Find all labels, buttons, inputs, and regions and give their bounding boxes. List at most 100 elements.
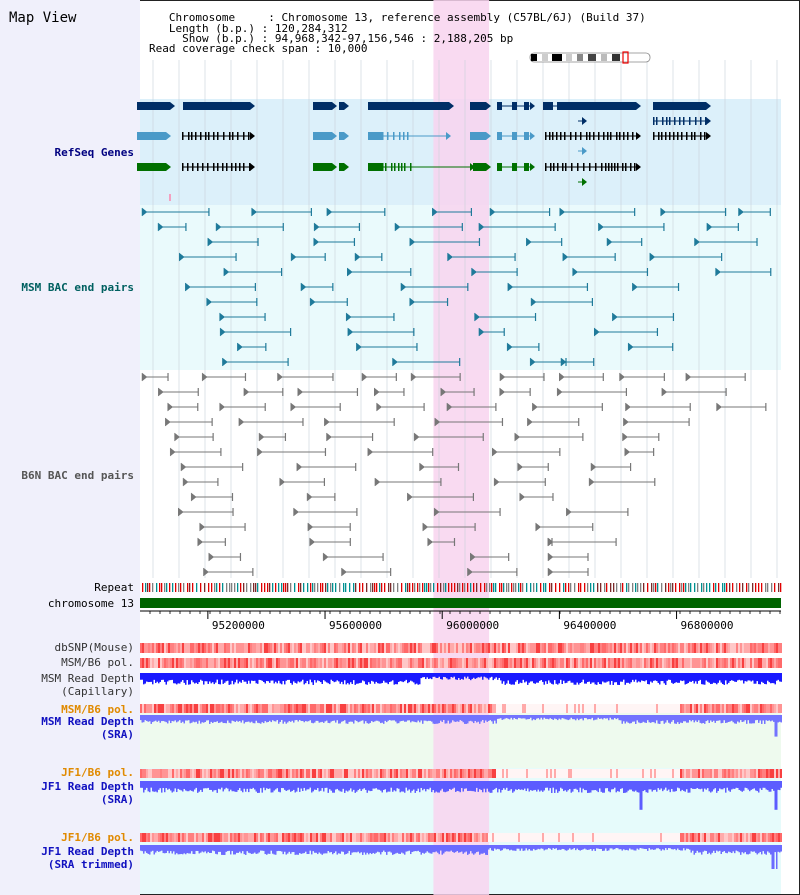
heat-cell xyxy=(264,769,266,778)
msm-bac-pair xyxy=(660,207,727,217)
heat-cell xyxy=(474,769,476,778)
heat-cell xyxy=(188,643,190,653)
depth-bar xyxy=(366,715,368,724)
heat-cell xyxy=(736,643,738,653)
heat-cell xyxy=(520,643,522,653)
heat-cell xyxy=(506,769,508,778)
heat-cell xyxy=(670,658,672,668)
repeat-element xyxy=(237,583,239,592)
label-line-2: (Capillary) xyxy=(61,685,134,698)
refseq-gene xyxy=(137,163,171,171)
depth-bar xyxy=(722,845,724,852)
end-left xyxy=(309,537,316,547)
end-left xyxy=(367,447,374,457)
heat-cell xyxy=(600,643,602,653)
depth-bar xyxy=(303,845,305,854)
exon xyxy=(192,163,194,171)
heat-cell xyxy=(240,658,242,668)
depth-bar xyxy=(225,781,227,788)
repeat-element xyxy=(755,583,757,592)
depth-bar xyxy=(417,673,419,685)
depth-bar xyxy=(213,715,215,722)
repeat-element xyxy=(765,583,767,592)
repeat-element xyxy=(443,583,445,592)
depth-bar xyxy=(273,715,275,722)
depth-bar xyxy=(776,673,778,681)
track-label-dbsnp: dbSNP(Mouse) xyxy=(54,641,134,654)
track-label-msm-bac[interactable]: MSM BAC end pairs xyxy=(21,281,134,294)
depth-bar xyxy=(155,673,157,684)
refseq-gene xyxy=(313,132,337,140)
heat-cell xyxy=(208,643,210,653)
heat-cell xyxy=(574,769,576,778)
depth-bar xyxy=(194,781,196,790)
heat-cell xyxy=(592,643,594,653)
repeat-element xyxy=(536,583,538,592)
track-label-jf1-read-depth-trimmed: JF1 Read Depth (SRA trimmed) xyxy=(41,845,134,871)
depth-bar xyxy=(401,715,403,722)
depth-bar xyxy=(669,715,671,724)
depth-bar xyxy=(330,845,332,853)
heat-cell xyxy=(528,833,530,842)
heat-cell xyxy=(530,643,532,653)
depth-bar xyxy=(170,715,172,724)
heat-cell xyxy=(524,833,526,842)
heat-cell xyxy=(444,704,446,713)
refseq-gene xyxy=(137,132,171,140)
depth-bar xyxy=(648,715,650,723)
heat-cell xyxy=(522,643,524,653)
depth-bar xyxy=(468,845,470,854)
repeat-element xyxy=(653,583,655,592)
depth-bar xyxy=(666,715,668,721)
depth-bar xyxy=(197,673,199,684)
end-left xyxy=(199,522,206,532)
heat-cell xyxy=(510,704,512,713)
heat-cell xyxy=(554,643,556,653)
exon xyxy=(575,132,577,140)
heat-cell xyxy=(222,769,224,778)
heat-cell xyxy=(664,769,666,778)
depth-bar xyxy=(261,781,263,793)
heat-cell xyxy=(140,769,142,778)
depth-bar xyxy=(182,673,184,681)
heat-cell xyxy=(408,769,410,778)
heat-cell xyxy=(718,643,720,653)
depth-bar xyxy=(335,781,337,790)
depth-bar xyxy=(675,715,677,724)
exon xyxy=(137,132,166,140)
refseq-gene xyxy=(545,163,641,171)
msm-capillary-depth xyxy=(140,673,782,685)
depth-bar xyxy=(146,781,148,788)
heat-cell xyxy=(434,643,436,653)
depth-bar xyxy=(407,715,409,721)
depth-bar xyxy=(443,781,445,792)
depth-bar xyxy=(483,781,485,789)
depth-bar xyxy=(480,781,482,791)
end-left xyxy=(185,282,191,292)
depth-bar xyxy=(468,781,470,791)
track-label-b6n-bac[interactable]: B6N BAC end pairs xyxy=(21,469,134,482)
jf1-trimmed-depth xyxy=(140,845,782,869)
heat-cell xyxy=(462,643,464,653)
heat-cell xyxy=(194,704,196,713)
track-label-refseq-genes[interactable]: RefSeq Genes xyxy=(54,146,134,159)
end-left xyxy=(300,282,307,292)
repeat-element xyxy=(647,583,649,592)
b6n-bac-pair xyxy=(374,387,405,397)
depth-bar xyxy=(251,715,253,722)
exon xyxy=(313,163,332,171)
heat-cell xyxy=(150,704,152,713)
depth-bar xyxy=(390,781,392,788)
depth-bar xyxy=(690,715,692,722)
heat-cell xyxy=(448,658,450,668)
depth-bar xyxy=(470,715,472,721)
exon xyxy=(704,132,706,140)
msm-bac-pair xyxy=(356,342,418,352)
depth-bar xyxy=(414,845,416,852)
heat-cell xyxy=(336,704,338,713)
heat-cell xyxy=(168,704,170,713)
heat-cell xyxy=(254,704,256,713)
heat-cell xyxy=(732,704,734,713)
heat-cell xyxy=(716,643,718,653)
